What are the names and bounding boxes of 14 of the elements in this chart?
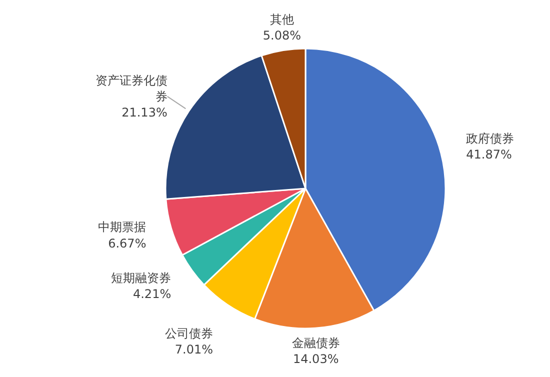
- data-label: 14.03%: [292, 352, 339, 366]
- data-label: 21.13%: [122, 106, 168, 120]
- data-label: 7.01%: [174, 342, 214, 356]
- slice-label: 资产证券化债券: [95, 73, 168, 104]
- slice-label: 其他: [270, 12, 294, 26]
- data-label: 5.08%: [262, 28, 302, 42]
- data-label: 41.87%: [466, 148, 512, 162]
- slice-label: 中期票据: [98, 220, 146, 234]
- slice-label: 短期融资券: [111, 270, 172, 285]
- slice-label: 政府债券: [466, 132, 514, 146]
- data-label: 6.67%: [108, 236, 146, 250]
- data-label: 4.21%: [132, 286, 172, 301]
- slice-label: 金融债券: [292, 336, 340, 350]
- slice-label: 公司债券: [165, 326, 214, 340]
